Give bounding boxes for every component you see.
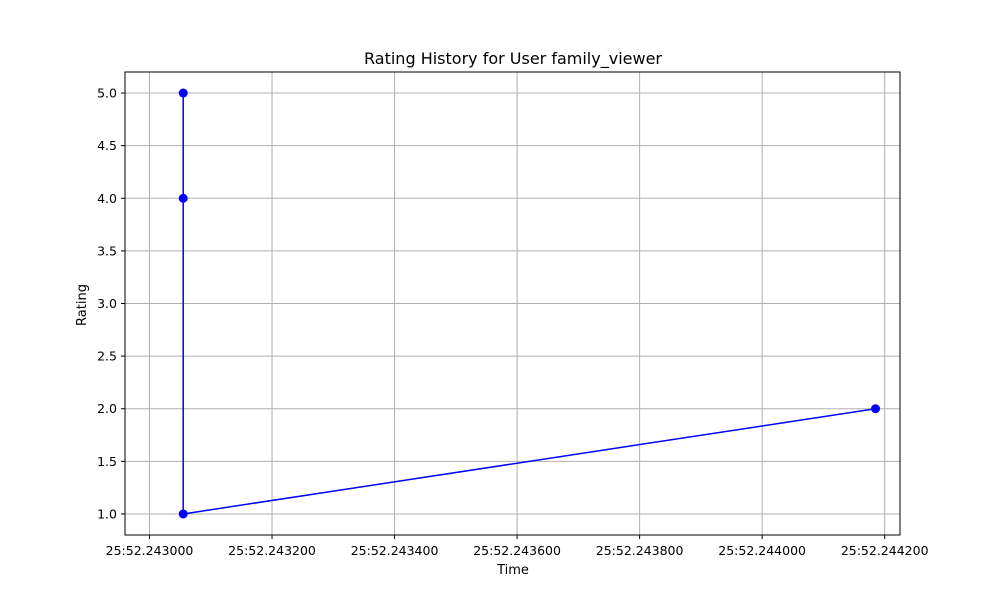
y-tick-label: 1.0	[97, 506, 117, 521]
series-line	[182, 93, 876, 515]
series-layer	[178, 88, 880, 519]
x-tick-label: 25:52.243400	[351, 543, 439, 558]
y-tick-label: 3.0	[97, 296, 117, 311]
chart-title: Rating History for User family_viewer	[364, 49, 662, 69]
x-tick-label: 25:52.244000	[718, 543, 806, 558]
x-tick-label: 25:52.243000	[106, 543, 194, 558]
x-tick-label: 25:52.243600	[473, 543, 561, 558]
y-tick-label: 4.5	[97, 138, 117, 153]
y-tick-label: 2.0	[97, 401, 117, 416]
y-tick-label: 2.5	[97, 349, 117, 364]
x-tick-label: 25:52.243800	[596, 543, 684, 558]
y-axis-label: Rating	[75, 284, 90, 326]
x-axis-label: Time	[496, 563, 529, 578]
y-tick-label: 4.0	[97, 191, 117, 206]
x-tick-label: 25:52.244200	[841, 543, 929, 558]
y-tick-label: 3.5	[97, 243, 117, 258]
x-axis-ticks: 25:52.243000 25:52.243200 25:52.243400 25:5…	[106, 535, 929, 558]
x-tick-label: 25:52.243200	[228, 543, 316, 558]
plot-frame	[124, 71, 901, 536]
data-point	[178, 509, 188, 519]
y-axis-ticks: 1.0 1.5 2.0 2.5 3.0 3.5 4.0 4.5 5.0	[97, 86, 125, 521]
data-point	[178, 193, 188, 203]
data-point	[178, 88, 188, 98]
y-tick-label: 5.0	[97, 86, 117, 101]
y-tick-label: 1.5	[97, 454, 117, 469]
grid-lines	[125, 72, 900, 535]
data-point	[870, 404, 880, 414]
